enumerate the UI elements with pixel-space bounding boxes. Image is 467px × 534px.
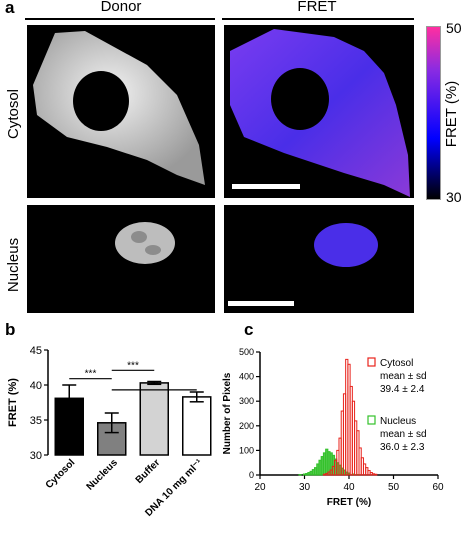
y-tick-label: 45 (30, 345, 42, 357)
x-tick-label: 60 (432, 482, 444, 493)
y-tick-label: 0 (249, 470, 254, 480)
cell-nucleus-donor-shape (115, 222, 175, 264)
panel-b-letter: b (5, 320, 16, 339)
colorbar-title: FRET (%) (443, 80, 460, 148)
legend-name: Nucleus (380, 416, 416, 427)
cell-nucleus-fret-shape (228, 223, 378, 306)
significance-label: *** (85, 369, 97, 380)
bar (182, 396, 212, 456)
scale-bar-cytosol (232, 184, 300, 189)
column-title-fret: FRET (297, 0, 337, 15)
row-label-cytosol: Cytosol (5, 88, 22, 140)
y-axis-label: Number of Pixels (222, 372, 233, 454)
colorbar (426, 26, 441, 200)
column-title-donor: Donor (100, 0, 142, 15)
y-tick-label: 100 (239, 445, 254, 455)
x-tick-label: Buffer (134, 457, 163, 486)
y-tick-label: 40 (30, 380, 42, 392)
legend-line3: 36.0 ± 2.3 (380, 442, 425, 453)
legend-swatch-nucleus (367, 415, 376, 425)
y-tick-label: 400 (239, 372, 254, 382)
bar (139, 382, 169, 456)
significance-label: *** (127, 360, 139, 371)
x-axis-label: FRET (%) (327, 497, 371, 508)
scale-bar-nucleus (228, 301, 294, 306)
y-tick-label: 200 (239, 421, 254, 431)
cell-cytosol-fret-shape (230, 29, 410, 197)
legend-line3: 39.4 ± 2.4 (380, 384, 425, 395)
image-nucleus-donor (27, 205, 215, 313)
significance-label: ** (150, 380, 158, 391)
legend-swatch-cytosol (367, 357, 376, 367)
y-tick-label: 30 (30, 450, 42, 462)
image-cytosol-donor (27, 25, 215, 198)
colorbar-min-label: 30 (446, 189, 462, 205)
y-axis-label: FRET (%) (7, 378, 19, 427)
legend-line2: mean ± sd (380, 371, 427, 382)
y-tick-label: 300 (239, 396, 254, 406)
row-label-nucleus: Nucleus (5, 237, 22, 293)
x-tick-label: Nucleus (85, 457, 121, 493)
legend-line2: mean ± sd (380, 429, 427, 440)
column-divider-donor (25, 18, 215, 20)
x-tick-label: 50 (388, 482, 400, 493)
column-divider-fret (222, 18, 414, 20)
histogram-bar-cytosol (374, 473, 378, 476)
image-nucleus-fret (224, 205, 414, 313)
panel-a-letter: a (5, 0, 15, 17)
x-tick-label: Cytosol (44, 457, 78, 491)
x-tick-label: 20 (254, 482, 266, 493)
cell-cytosol-donor-shape (33, 31, 205, 185)
chart-fret-histogram: 0 100 200 300 400 500 20 30 40 50 60 FRET (%) Number… (222, 347, 444, 508)
legend-name: Cytosol (380, 358, 413, 369)
x-tick-label: 30 (299, 482, 311, 493)
x-tick-label: 40 (343, 482, 355, 493)
image-cytosol-fret (224, 25, 414, 198)
panel-c-letter: c (244, 320, 254, 339)
y-tick-label: 500 (239, 347, 254, 357)
colorbar-max-label: 50 (446, 20, 462, 36)
y-tick-label: 35 (30, 415, 42, 427)
